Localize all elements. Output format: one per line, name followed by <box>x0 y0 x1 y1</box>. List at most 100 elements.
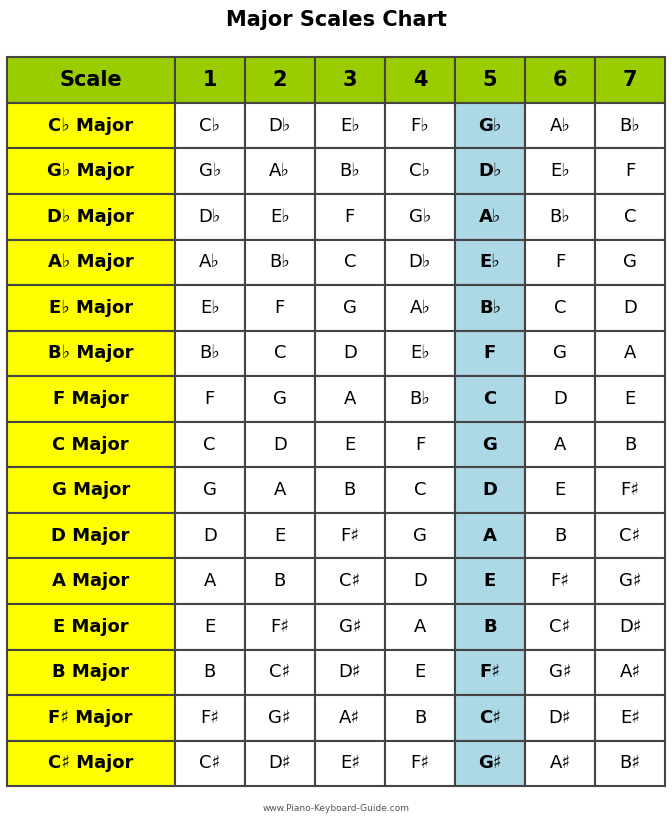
Bar <box>455 239 525 285</box>
Text: C: C <box>624 208 636 226</box>
Bar <box>314 239 385 285</box>
Text: E: E <box>204 618 215 636</box>
Bar <box>385 148 455 194</box>
Text: 2: 2 <box>273 70 287 90</box>
Text: A♭: A♭ <box>409 299 430 317</box>
Bar <box>7 239 175 285</box>
Bar <box>245 194 314 239</box>
Bar <box>455 604 525 649</box>
Text: E♭: E♭ <box>340 116 360 134</box>
Text: C♭: C♭ <box>409 162 430 180</box>
Text: D♭: D♭ <box>198 208 221 226</box>
Text: G: G <box>273 390 287 408</box>
Text: B♭: B♭ <box>479 299 501 317</box>
Bar <box>314 513 385 559</box>
Bar <box>385 376 455 422</box>
Text: E♭: E♭ <box>410 345 430 363</box>
Text: C: C <box>554 299 566 317</box>
Bar <box>7 331 175 376</box>
Text: B♭: B♭ <box>200 345 220 363</box>
Text: F♭: F♭ <box>411 116 429 134</box>
Text: F: F <box>345 208 355 226</box>
Text: B: B <box>343 481 356 499</box>
Bar <box>595 422 665 468</box>
Bar <box>455 285 525 331</box>
Bar <box>175 148 245 194</box>
Bar <box>595 148 665 194</box>
Text: A: A <box>483 527 497 545</box>
Text: B♭: B♭ <box>409 390 430 408</box>
Bar <box>525 422 595 468</box>
Bar <box>175 559 245 604</box>
Text: D: D <box>482 481 497 499</box>
Text: G♯: G♯ <box>549 663 571 681</box>
Bar <box>595 695 665 740</box>
Bar <box>385 740 455 786</box>
Bar <box>525 376 595 422</box>
Bar <box>455 559 525 604</box>
Bar <box>525 239 595 285</box>
Text: D Major: D Major <box>52 527 130 545</box>
Bar <box>385 103 455 148</box>
Text: F Major: F Major <box>53 390 128 408</box>
Text: B: B <box>624 436 636 454</box>
Text: C♯: C♯ <box>550 618 571 636</box>
Bar <box>245 604 314 649</box>
Text: E♯: E♯ <box>340 754 360 772</box>
Text: F♯: F♯ <box>270 618 289 636</box>
Bar <box>314 285 385 331</box>
Text: A♯: A♯ <box>550 754 571 772</box>
Text: D: D <box>623 299 637 317</box>
Bar <box>455 376 525 422</box>
Text: D: D <box>413 572 427 590</box>
Text: A: A <box>414 618 426 636</box>
Bar <box>385 513 455 559</box>
Text: A♯: A♯ <box>620 663 640 681</box>
Bar <box>595 376 665 422</box>
Bar <box>314 194 385 239</box>
Text: D♭: D♭ <box>478 162 502 180</box>
Bar <box>525 604 595 649</box>
Bar <box>7 513 175 559</box>
Bar <box>595 239 665 285</box>
Text: B♭: B♭ <box>620 116 640 134</box>
Text: D: D <box>343 345 357 363</box>
Bar <box>245 740 314 786</box>
Text: G♭: G♭ <box>478 116 502 134</box>
Text: G: G <box>623 253 637 271</box>
Text: D♯: D♯ <box>268 754 291 772</box>
Text: G♭: G♭ <box>198 162 221 180</box>
Bar <box>525 285 595 331</box>
Text: D♯: D♯ <box>549 709 571 727</box>
Bar <box>175 376 245 422</box>
Text: A: A <box>624 345 636 363</box>
Bar <box>175 604 245 649</box>
Text: 5: 5 <box>482 70 497 90</box>
Bar <box>7 376 175 422</box>
Text: C♯ Major: C♯ Major <box>48 754 133 772</box>
Bar <box>595 649 665 695</box>
Bar <box>7 57 175 103</box>
Text: E: E <box>414 663 425 681</box>
Text: C: C <box>414 481 426 499</box>
Bar <box>175 740 245 786</box>
Bar <box>525 57 595 103</box>
Text: G: G <box>553 345 567 363</box>
Text: B Major: B Major <box>52 663 129 681</box>
Text: Scale: Scale <box>59 70 122 90</box>
Text: 6: 6 <box>553 70 567 90</box>
Bar <box>595 194 665 239</box>
Bar <box>455 148 525 194</box>
Bar <box>385 468 455 513</box>
Bar <box>245 468 314 513</box>
Text: B♭: B♭ <box>269 253 290 271</box>
Bar <box>245 559 314 604</box>
Text: G: G <box>482 436 497 454</box>
Bar <box>385 194 455 239</box>
Text: D♯: D♯ <box>339 663 361 681</box>
Bar <box>385 695 455 740</box>
Text: Major Scales Chart: Major Scales Chart <box>226 11 446 30</box>
Text: G♯: G♯ <box>619 572 642 590</box>
Text: G♭: G♭ <box>409 208 431 226</box>
Bar <box>314 740 385 786</box>
